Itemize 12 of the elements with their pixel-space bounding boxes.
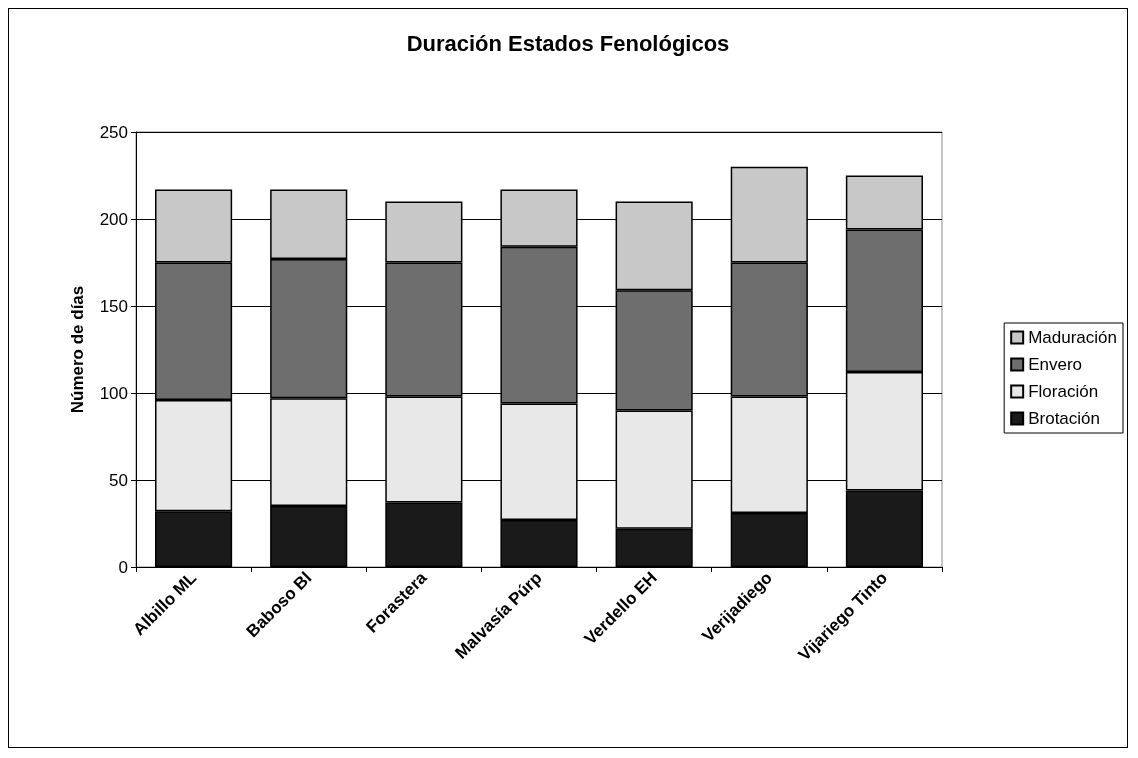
y-tick-label: 0 xyxy=(118,557,128,577)
y-tick-label: 100 xyxy=(99,383,128,403)
legend-label: Envero xyxy=(1028,355,1083,374)
y-tick-label: 200 xyxy=(99,209,128,229)
legend-label: Floración xyxy=(1028,382,1099,401)
y-tick-label: 50 xyxy=(109,470,128,490)
legend-label: Brotación xyxy=(1028,409,1100,428)
chart-title: Duración Estados Fenológicos xyxy=(406,30,730,56)
legend-label: Maduración xyxy=(1028,328,1117,347)
y-tick-label: 250 xyxy=(99,122,128,142)
y-tick-label: 150 xyxy=(99,296,128,316)
y-axis-title: Número de días xyxy=(68,285,87,414)
